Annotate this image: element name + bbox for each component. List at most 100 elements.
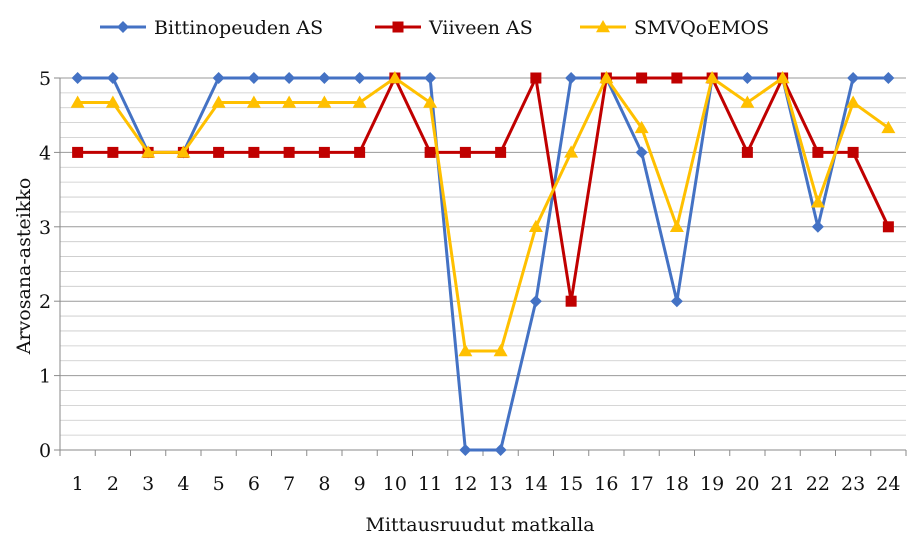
x-tick-label: 7 (283, 473, 295, 495)
y-tick-label: 4 (39, 142, 51, 164)
data-point (493, 344, 508, 357)
series-1 (71, 72, 895, 456)
legend-item: Bittinopeuden AS (100, 17, 323, 39)
data-point (565, 295, 577, 307)
data-point (282, 95, 297, 108)
x-tick-label: 14 (524, 473, 548, 495)
data-point (387, 71, 402, 84)
data-point (318, 146, 330, 158)
data-point (810, 195, 825, 208)
x-tick-labels: 1 2 3 4 5 6 7 8 9 10 11 12 13 14 15 16 17 18 19 20 21 22 23 24 (72, 473, 901, 495)
y-tick-label: 2 (39, 291, 51, 313)
legend: Bittinopeuden AS Viiveen AS SMVQoEMOS (100, 17, 769, 39)
series-group (70, 71, 896, 456)
data-point (248, 146, 260, 158)
data-point (669, 219, 684, 233)
x-tick-label: 5 (213, 473, 225, 495)
data-point (459, 444, 472, 456)
data-point (775, 71, 790, 84)
data-point (424, 72, 437, 84)
x-tick-label: 8 (318, 473, 330, 495)
y-tick-label: 5 (39, 68, 51, 90)
data-point (564, 145, 579, 158)
x-tick-label: 13 (489, 473, 513, 495)
data-point (213, 146, 225, 158)
data-point (565, 72, 578, 84)
data-point (71, 72, 84, 84)
data-point (846, 95, 861, 108)
data-point (247, 72, 260, 84)
x-tick-label: 16 (594, 473, 618, 495)
y-axis-title: Arvosana-asteikko (13, 178, 35, 356)
x-tick-label: 9 (354, 473, 366, 495)
data-point (671, 72, 683, 84)
data-point (881, 120, 896, 134)
data-point (283, 146, 295, 158)
x-tick-label: 18 (665, 473, 689, 495)
legend-marker (117, 21, 129, 33)
data-point (105, 95, 120, 108)
legend-item: Viiveen AS (375, 17, 533, 39)
x-tick-label: 19 (700, 473, 724, 495)
x-tick-label: 15 (559, 473, 583, 495)
legend-label: SMVQoEMOS (634, 17, 769, 39)
x-tick-label: 24 (876, 473, 900, 495)
series-line (77, 76, 890, 303)
data-point (847, 72, 860, 84)
data-point (599, 71, 614, 84)
data-point (352, 95, 367, 108)
data-point (741, 72, 754, 84)
data-point (106, 72, 119, 84)
data-point (741, 146, 753, 158)
data-point (634, 120, 649, 134)
legend-item: SMVQoEMOS (580, 17, 769, 39)
data-point (424, 146, 436, 158)
data-point (636, 72, 648, 84)
data-point (495, 146, 507, 158)
data-point (530, 72, 542, 84)
x-tick-label: 20 (735, 473, 759, 495)
data-point (458, 344, 473, 357)
y-tick-label: 3 (39, 217, 51, 239)
data-point (459, 146, 471, 158)
data-point (670, 295, 683, 308)
data-point (246, 95, 261, 108)
data-point (811, 220, 824, 233)
x-tick-label: 22 (806, 473, 830, 495)
x-tick-label: 10 (383, 473, 407, 495)
data-point (740, 95, 755, 108)
x-tick-label: 1 (72, 473, 84, 495)
data-point (705, 71, 720, 84)
data-point (847, 146, 859, 158)
x-axis-title: Mittausruudut matkalla (365, 514, 594, 536)
data-point (494, 444, 507, 456)
x-tick-label: 23 (841, 473, 865, 495)
series-line (77, 76, 889, 452)
series-3 (70, 71, 896, 357)
data-point (317, 95, 332, 108)
data-point (635, 146, 648, 159)
data-point (423, 95, 438, 108)
data-point (176, 145, 191, 158)
data-point (212, 72, 225, 84)
data-point (107, 146, 119, 158)
x-tick-label: 2 (107, 473, 119, 495)
legend-marker (392, 21, 404, 33)
data-point (528, 219, 543, 233)
data-point (812, 146, 824, 158)
axes (54, 77, 907, 456)
data-point (353, 72, 366, 84)
y-tick-label: 1 (39, 366, 51, 388)
data-point (882, 221, 894, 233)
data-point (70, 95, 85, 108)
data-point (72, 146, 84, 158)
data-point (211, 95, 226, 108)
legend-label: Bittinopeuden AS (154, 17, 323, 39)
data-point (529, 295, 542, 308)
legend-marker (596, 20, 610, 33)
data-point (283, 72, 296, 84)
x-tick-label: 12 (453, 473, 477, 495)
series-line (77, 76, 890, 353)
x-tick-label: 21 (771, 473, 795, 495)
